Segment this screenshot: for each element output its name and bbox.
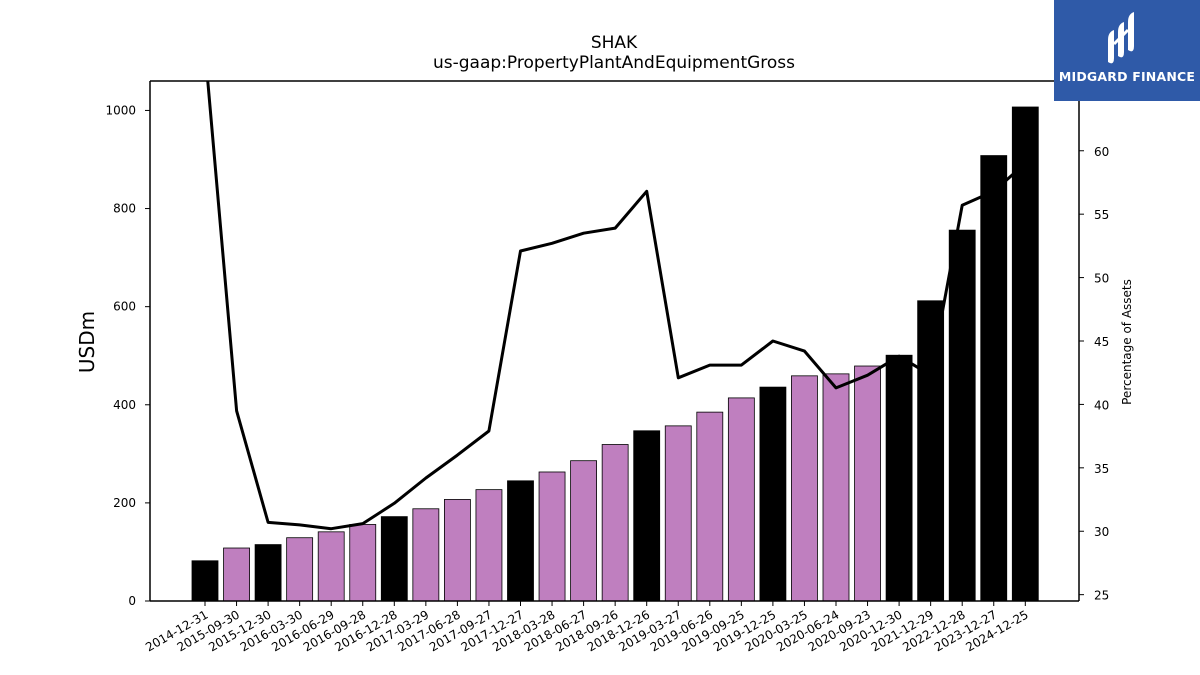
bar-2020-06-24 — [822, 373, 850, 602]
bar-2017-09-27 — [475, 489, 503, 602]
y-tick-label: 200 — [113, 496, 136, 510]
bar-2016-06-29 — [317, 531, 345, 602]
bar-2017-06-28 — [443, 499, 471, 602]
bar-2014-12-31 — [191, 560, 219, 602]
y2-tick-label: 50 — [1094, 272, 1109, 286]
percentage-of-assets-line — [206, 81, 1027, 531]
y-axis-label: USDm — [75, 311, 99, 373]
bar-2020-09-23 — [854, 365, 881, 602]
bar-2016-03-30 — [286, 537, 314, 602]
y2-tick-label: 30 — [1094, 525, 1109, 539]
bar-2019-12-25 — [759, 386, 787, 602]
bar-2015-09-30 — [223, 547, 250, 602]
midgard-finance-logo: MIDGARD FINANCE — [1054, 0, 1200, 101]
chart-subtitle: us-gaap:PropertyPlantAndEquipmentGross — [433, 53, 795, 73]
bar-2016-09-28 — [349, 524, 377, 602]
y2-axis-label: Percentage of Assets — [1120, 279, 1134, 405]
bar-2018-09-26 — [601, 444, 629, 602]
bar-2019-09-25 — [727, 397, 755, 602]
bar-2018-06-27 — [570, 460, 597, 602]
y-tick-label: 0 — [128, 594, 136, 608]
y2-tick-label: 40 — [1094, 398, 1109, 412]
bar-2018-12-26 — [633, 430, 661, 602]
bar-2017-12-27 — [507, 480, 534, 602]
bar-2017-03-29 — [412, 508, 440, 602]
y2-tick-label: 25 — [1094, 589, 1109, 603]
y-tick-label: 800 — [113, 202, 136, 216]
bar-2015-12-30 — [254, 544, 282, 602]
bar-2022-12-28 — [948, 229, 976, 602]
y-tick-label: 1000 — [105, 103, 136, 117]
bar-2020-12-30 — [885, 354, 913, 602]
percentage-line-layer — [206, 81, 1027, 531]
logo-text: MIDGARD FINANCE — [1058, 69, 1196, 84]
midgard-logo-icon — [1108, 12, 1134, 64]
bar-2021-12-29 — [917, 300, 945, 602]
y2-tick-label: 35 — [1094, 462, 1109, 476]
y2-tick-label: 45 — [1094, 335, 1109, 349]
bar-2016-12-28 — [380, 516, 408, 602]
chart-title: SHAK — [591, 33, 638, 53]
bar-2019-06-26 — [696, 411, 724, 602]
bar-2018-03-28 — [538, 471, 566, 602]
y-tick-label: 400 — [113, 398, 136, 412]
y2-tick-label: 60 — [1094, 145, 1109, 159]
bar-2024-12-25 — [1011, 106, 1039, 602]
bar-2019-03-27 — [664, 425, 692, 602]
bars — [191, 106, 1039, 602]
y-tick-label: 600 — [113, 300, 136, 314]
y2-tick-label: 55 — [1094, 208, 1109, 222]
bar-2023-12-27 — [980, 155, 1008, 602]
bar-2020-03-25 — [791, 375, 818, 602]
